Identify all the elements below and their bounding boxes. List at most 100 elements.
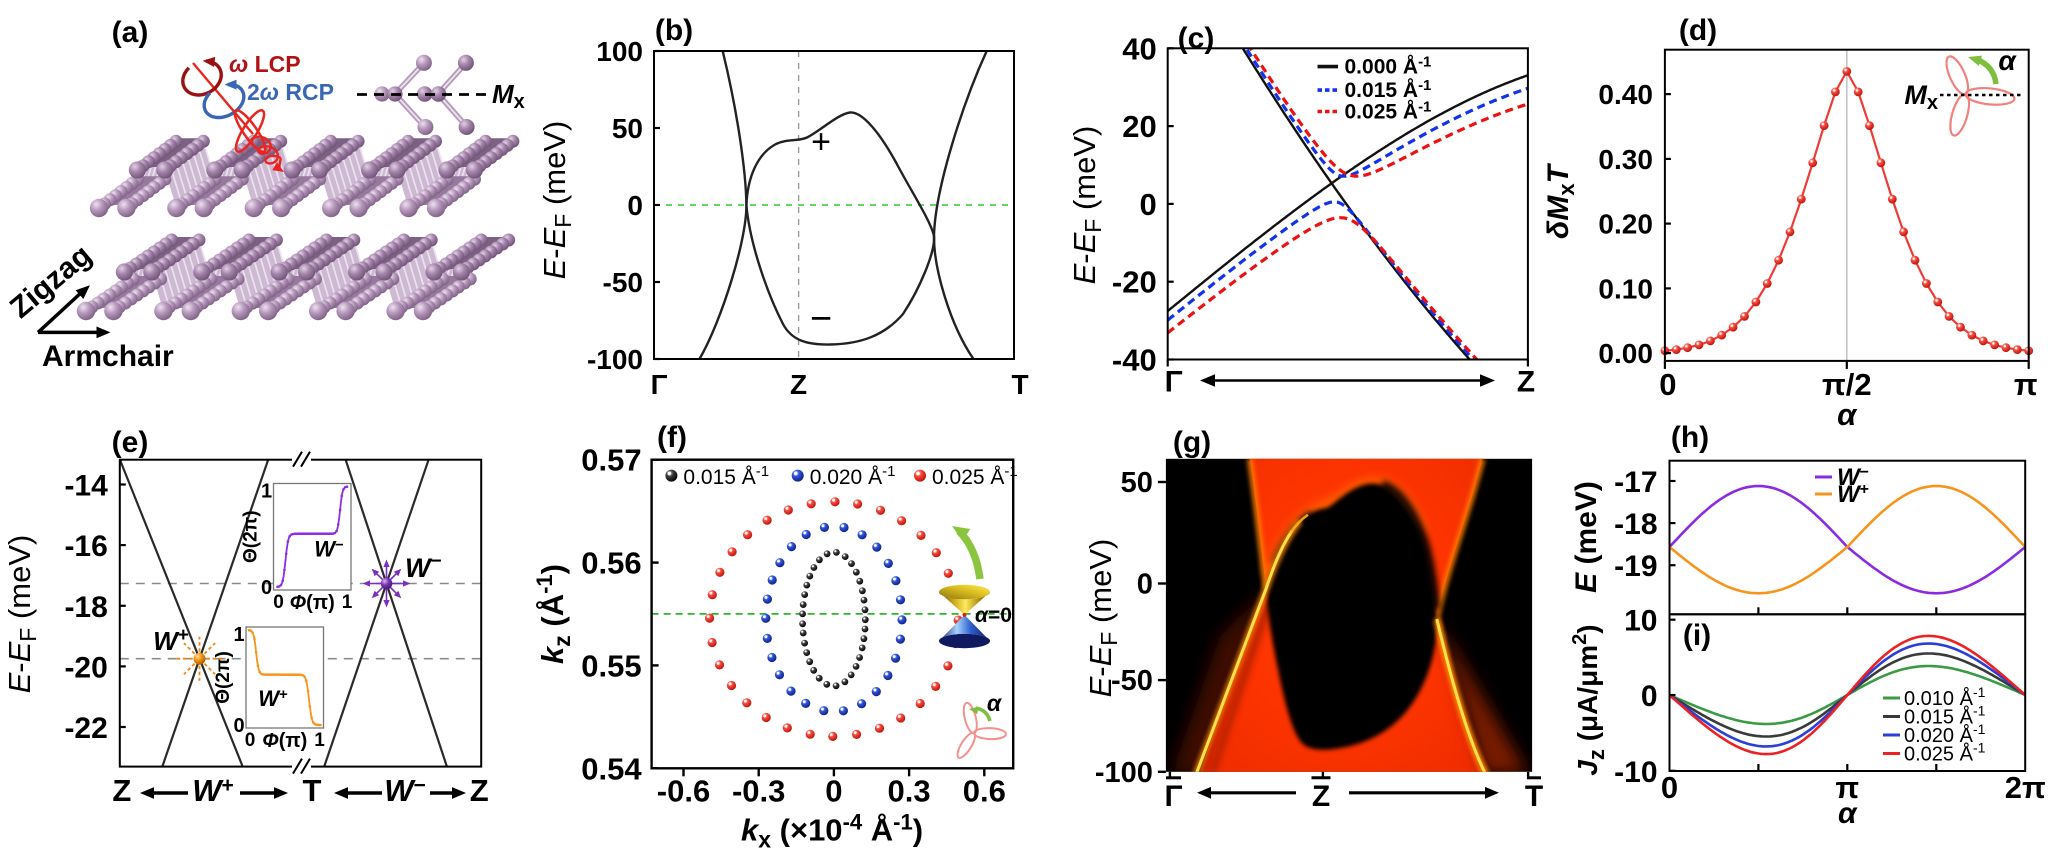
svg-text:-19: -19: [1614, 550, 1657, 583]
svg-text:0: 0: [1661, 770, 1678, 805]
svg-text:10: 10: [1624, 605, 1657, 638]
svg-text:W−: W−: [1837, 464, 1869, 491]
svg-text:-100: -100: [1095, 757, 1153, 789]
svg-text:Θ(2π): Θ(2π): [213, 651, 234, 704]
svg-text:0.025 Å-1: 0.025 Å-1: [932, 463, 1018, 489]
svg-text:Z: Z: [470, 773, 489, 808]
svg-text:1: 1: [233, 624, 244, 646]
svg-text:(d): (d): [1679, 14, 1717, 47]
svg-text:-17: -17: [1614, 466, 1657, 499]
svg-text:α: α: [1837, 397, 1858, 432]
svg-text:T: T: [1525, 780, 1543, 813]
svg-text:(c): (c): [1178, 22, 1215, 55]
svg-text:-10: -10: [1614, 756, 1657, 789]
svg-text:(f): (f): [657, 421, 687, 454]
svg-text:0.20: 0.20: [1598, 209, 1653, 240]
svg-text:Jz (μA/μm2): Jz (μA/μm2): [1569, 624, 1609, 775]
svg-text:E-EF (meV): E-EF (meV): [1083, 539, 1122, 698]
svg-text:0.015 Å-1: 0.015 Å-1: [1345, 77, 1432, 102]
svg-text:π/2: π/2: [1822, 367, 1872, 402]
svg-text:(e): (e): [112, 426, 149, 459]
svg-text:0: 0: [233, 715, 244, 737]
svg-text:(g): (g): [1173, 426, 1211, 459]
svg-text:W−: W−: [384, 773, 426, 808]
svg-text:Γ: Γ: [1164, 780, 1182, 813]
svg-text:-18: -18: [64, 591, 107, 624]
svg-text:0.57: 0.57: [581, 443, 641, 478]
svg-text:0.020 Å-1: 0.020 Å-1: [1904, 721, 1986, 747]
svg-text:-16: -16: [64, 530, 107, 563]
svg-text:α: α: [1838, 797, 1858, 830]
svg-text:δMxT: δMxT: [1542, 162, 1579, 239]
svg-text:0.6: 0.6: [963, 773, 1006, 808]
svg-text:0.3: 0.3: [888, 773, 931, 808]
svg-text:0.55: 0.55: [581, 648, 641, 683]
svg-text:0.00: 0.00: [1598, 338, 1653, 369]
svg-text:50: 50: [1121, 467, 1153, 499]
svg-text:+: +: [811, 123, 831, 161]
svg-text:0: 0: [261, 577, 272, 599]
svg-text:0.015 Å-1: 0.015 Å-1: [683, 463, 769, 489]
svg-text:-22: -22: [64, 712, 107, 745]
svg-text:0: 0: [273, 592, 284, 613]
svg-text:Z: Z: [112, 773, 131, 808]
svg-text:-50: -50: [603, 267, 643, 298]
svg-text:0: 0: [627, 190, 643, 221]
svg-text:E-EF (meV): E-EF (meV): [1067, 126, 1106, 285]
svg-text:W+: W+: [258, 686, 288, 711]
svg-text:Φ(π): Φ(π): [290, 592, 335, 614]
svg-text:W−: W−: [405, 551, 442, 583]
svg-text:-40: -40: [1112, 343, 1157, 378]
svg-text:π: π: [1835, 770, 1859, 805]
svg-text:W+: W+: [1837, 481, 1869, 508]
svg-text:0.025 Å-1: 0.025 Å-1: [1345, 99, 1432, 124]
svg-text:20: 20: [1122, 109, 1156, 144]
svg-text:E-EF (meV): E-EF (meV): [2, 535, 41, 694]
svg-text:100: 100: [596, 36, 643, 67]
svg-text:W+: W+: [192, 773, 234, 808]
svg-text:0.30: 0.30: [1598, 144, 1653, 175]
svg-text:0.010 Å-1: 0.010 Å-1: [1904, 684, 1986, 710]
svg-text:-20: -20: [64, 651, 107, 684]
svg-text:2ω RCP: 2ω RCP: [247, 79, 334, 105]
svg-text:0: 0: [1137, 569, 1153, 601]
svg-text:α=0: α=0: [975, 604, 1012, 627]
svg-text:0.015 Å-1: 0.015 Å-1: [1904, 703, 1986, 729]
svg-text:Z: Z: [790, 369, 807, 400]
svg-text:Z: Z: [1517, 366, 1535, 399]
svg-text:-18: -18: [1614, 508, 1657, 541]
svg-text:kz (Å-1): kz (Å-1): [532, 564, 575, 664]
svg-text:40: 40: [1122, 31, 1156, 66]
svg-text:0: 0: [1641, 680, 1658, 713]
svg-text:T: T: [303, 773, 322, 808]
svg-text:E-EF (meV): E-EF (meV): [537, 121, 576, 280]
svg-text:α: α: [1998, 45, 2017, 76]
svg-text:E (meV): E (meV): [1570, 481, 1603, 593]
svg-text:Z: Z: [1312, 780, 1330, 813]
svg-text:T: T: [1011, 369, 1028, 400]
svg-text:0.54: 0.54: [581, 751, 642, 786]
svg-text:50: 50: [612, 113, 643, 144]
svg-text:W+: W+: [153, 625, 189, 656]
svg-text:α: α: [987, 690, 1003, 716]
svg-text:0.40: 0.40: [1598, 79, 1653, 110]
svg-text:(i): (i): [1683, 619, 1711, 652]
svg-text:kx (×10-4 Å-1): kx (×10-4 Å-1): [741, 809, 923, 852]
svg-text:0.10: 0.10: [1598, 273, 1653, 304]
svg-text:-100: -100: [587, 344, 643, 375]
svg-text:0: 0: [1139, 187, 1156, 222]
svg-text:1: 1: [261, 481, 272, 503]
svg-text:0.56: 0.56: [581, 546, 641, 581]
svg-text:-20: -20: [1112, 265, 1157, 300]
svg-text:1: 1: [314, 730, 325, 751]
svg-text:Γ: Γ: [1165, 366, 1183, 399]
svg-text:(h): (h): [1671, 421, 1709, 454]
svg-text:0: 0: [1659, 367, 1676, 402]
svg-text:1: 1: [342, 592, 353, 613]
svg-text:-0.3: -0.3: [732, 773, 785, 808]
svg-text:Θ(2π): Θ(2π): [241, 510, 262, 563]
svg-text:Φ(π): Φ(π): [262, 730, 307, 752]
svg-text:−: −: [810, 298, 832, 340]
svg-text:0.025 Å-1: 0.025 Å-1: [1904, 740, 1986, 766]
svg-text:0.020 Å-1: 0.020 Å-1: [810, 463, 896, 489]
